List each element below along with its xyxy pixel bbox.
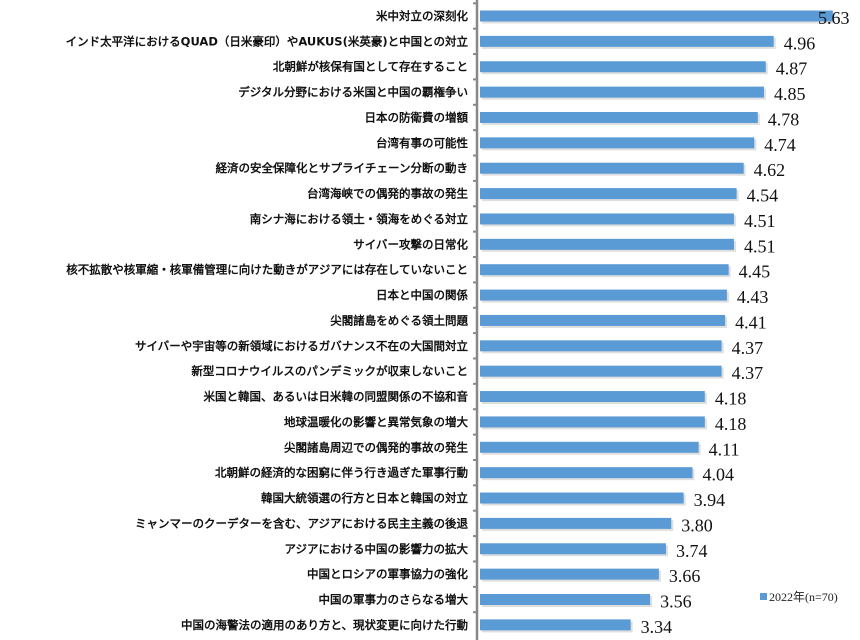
bar	[480, 111, 758, 123]
data-label: 4.85	[774, 84, 806, 104]
category-label: 北朝鮮が核保有国として存在すること	[273, 60, 468, 74]
bar	[480, 340, 722, 352]
data-label: 4.41	[735, 312, 767, 332]
category-label: サイバーや宇宙等の新領域におけるガバナンス不在の大国間対立	[135, 339, 469, 353]
bar	[480, 289, 727, 301]
data-label: 4.87	[776, 59, 808, 79]
data-label: 3.74	[676, 541, 708, 561]
data-label: 3.56	[660, 592, 692, 612]
data-label: 4.37	[732, 363, 764, 383]
category-label: デジタル分野における米国と中国の覇権争い	[238, 85, 468, 99]
legend-label: 2022年(n=70)	[769, 590, 838, 604]
bar	[480, 365, 722, 377]
bar	[480, 35, 774, 47]
category-label: 尖閣諸島をめぐる領土問題	[330, 313, 468, 327]
data-label: 4.04	[702, 465, 734, 485]
data-label: 4.54	[747, 186, 779, 206]
data-label: 4.51	[744, 211, 776, 231]
category-label: 南シナ海における領土・領海をめぐる対立	[250, 212, 469, 226]
category-label: 日本の防衛費の増額	[365, 110, 469, 124]
bar	[480, 594, 651, 606]
data-label: 3.94	[694, 490, 726, 510]
bar	[480, 568, 659, 580]
bar	[480, 188, 737, 200]
bar	[480, 517, 672, 529]
data-label: 4.62	[754, 160, 786, 180]
data-label: 4.18	[715, 414, 747, 434]
category-label: ミャンマーのクーデターを含む、アジアにおける民主主義の後退	[135, 516, 469, 530]
category-label: 日本と中国の関係	[376, 288, 468, 302]
bar	[480, 162, 744, 174]
data-label: 4.51	[744, 236, 776, 256]
category-label: 地球温暖化の影響と異常気象の増大	[284, 415, 468, 429]
bar	[480, 10, 833, 22]
bar	[480, 264, 729, 276]
category-label: 経済の安全保障化とサプライチェーン分断の動き	[216, 161, 468, 175]
category-label: 台湾海峡での偶発的事故の発生	[307, 187, 468, 201]
data-label: 4.11	[709, 439, 740, 459]
category-label: 核不拡散や核軍縮・核軍備管理に向けた動きがアジアには存在していないこと	[66, 263, 468, 277]
bar	[480, 619, 631, 631]
category-label: 中国とロシアの軍事協力の強化	[307, 567, 468, 581]
category-label: 新型コロナウイルスのパンデミックが収束しないこと	[191, 364, 468, 378]
bar	[480, 213, 734, 225]
bar	[480, 137, 755, 149]
data-label: 4.18	[715, 389, 747, 409]
bar	[480, 416, 705, 428]
bar	[480, 492, 684, 504]
category-label: 北朝鮮の経済的な困窮に伴う行き過ぎた軍事行動	[215, 466, 468, 480]
category-label: アジアにおける中国の影響力の拡大	[284, 542, 468, 556]
bar	[480, 391, 705, 403]
bar	[480, 467, 693, 479]
category-label: 米国と韓国、あるいは日米韓の同盟関係の不協和音	[203, 390, 469, 404]
bar	[480, 543, 666, 555]
category-label: 中国の海警法の適用のあり方と、現状変更に向けた行動	[181, 618, 469, 632]
data-label: 3.80	[681, 515, 713, 535]
legend: 2022年(n=70)	[760, 590, 838, 604]
data-label: 4.96	[784, 33, 816, 53]
category-label: 尖閣諸島周辺での偶発的事故の発生	[284, 440, 468, 454]
bar	[480, 441, 699, 453]
category-label: インド太平洋におけるQUAD（日米豪印）やAUKUS(米英豪)と中国との対立	[66, 34, 469, 48]
legend-swatch	[760, 593, 767, 600]
data-label: 4.43	[737, 287, 769, 307]
bar	[480, 61, 766, 73]
category-label: 中国の軍事力のさらなる増大	[319, 593, 469, 607]
data-label: 4.78	[768, 109, 800, 129]
category-label: 韓国大統領選の行方と日本と韓国の対立	[261, 491, 468, 505]
data-label: 4.37	[732, 338, 764, 358]
data-label: 3.66	[669, 566, 701, 586]
category-label: 米中対立の深刻化	[375, 9, 468, 23]
bar	[480, 314, 726, 326]
data-label: 3.34	[641, 617, 673, 637]
data-label: 4.45	[739, 262, 771, 282]
data-label: 5.63	[818, 8, 850, 28]
bar	[480, 86, 764, 98]
data-label: 4.74	[764, 135, 796, 155]
bar	[480, 238, 734, 250]
category-label: 台湾有事の可能性	[376, 136, 468, 150]
category-label: サイバー攻撃の日常化	[353, 237, 468, 251]
